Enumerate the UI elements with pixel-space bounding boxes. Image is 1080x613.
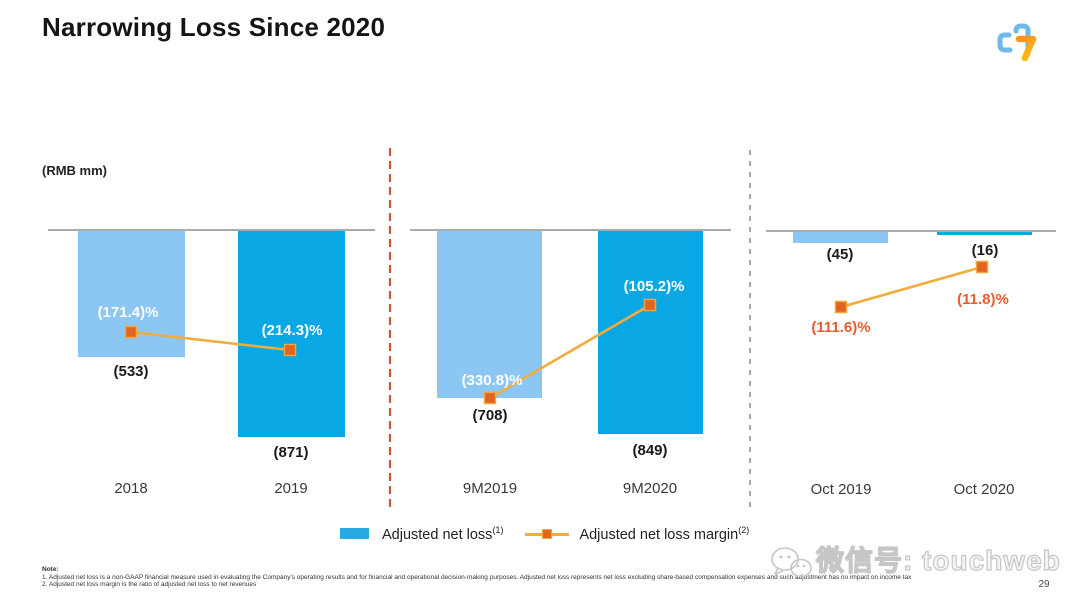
watermark-text: 微信号: touchweb [815, 545, 1061, 576]
category-9m2020: 9M2020 [622, 480, 678, 497]
logo-graphic [997, 23, 1037, 62]
margin-value-9m2020: (105.2)% [623, 278, 685, 295]
bar-value-9m2020: (849) [632, 442, 668, 459]
chart-legend: Adjusted net loss(1) Adjusted net loss m… [340, 525, 749, 543]
bar-oct2019 [793, 232, 888, 243]
category-oct2019: Oct 2019 [810, 481, 872, 498]
category-2018: 2018 [114, 480, 148, 497]
legend-line-footnote-ref: (2) [738, 525, 750, 535]
category-oct2020: Oct 2020 [953, 481, 1015, 498]
bar-value-2018: (533) [113, 363, 149, 380]
bar-2018 [78, 231, 185, 357]
margin-marker-oct2020 [975, 260, 989, 274]
category-2019: 2019 [274, 480, 308, 497]
footnote-heading: Note: [42, 566, 59, 573]
17-education-logo [992, 14, 1050, 68]
bar-value-2019: (871) [273, 444, 309, 461]
legend-line-label: Adjusted net loss margin(2) [579, 525, 750, 543]
watermark: 微信号: touchweb [770, 545, 1061, 582]
margin-value-oct2019: (111.6)% [811, 319, 871, 336]
wechat-icon [771, 547, 812, 578]
bar-value-oct2020: (16) [971, 242, 999, 259]
margin-marker-oct2019 [834, 300, 848, 314]
footnote-line-1: 1. Adjusted net loss is a non-GAAP finan… [42, 573, 912, 581]
margin-value-2018: (171.4)% [97, 304, 159, 321]
margin-value-oct2020: (11.8)% [957, 291, 1009, 308]
bar-value-oct2019: (45) [826, 246, 854, 263]
page-title: Narrowing Loss Since 2020 [42, 12, 386, 42]
legend-bar-label: Adjusted net loss(1) [382, 525, 504, 543]
margin-value-9m2019: (330.8)% [461, 372, 523, 389]
legend-bar-swatch [340, 528, 369, 540]
category-9m2019: 9M2019 [462, 480, 518, 497]
legend-line-swatch [525, 528, 570, 540]
footnote-line-2: 2. Adjusted net loss margin is the ratio… [42, 581, 257, 588]
footnotes: Note: 1. Adjusted net loss is a non-GAAP… [42, 566, 911, 589]
axis-unit-label: (RMB mm) [42, 163, 107, 178]
page-number: 29 [1038, 579, 1050, 590]
legend-line-marker [542, 528, 553, 539]
bar-value-9m2019: (708) [472, 407, 508, 424]
bar-9m2020 [598, 231, 703, 434]
bar-oct2020 [937, 230, 1032, 235]
legend-bar-footnote-ref: (1) [492, 525, 504, 535]
margin-value-2019: (214.3)% [261, 322, 323, 339]
